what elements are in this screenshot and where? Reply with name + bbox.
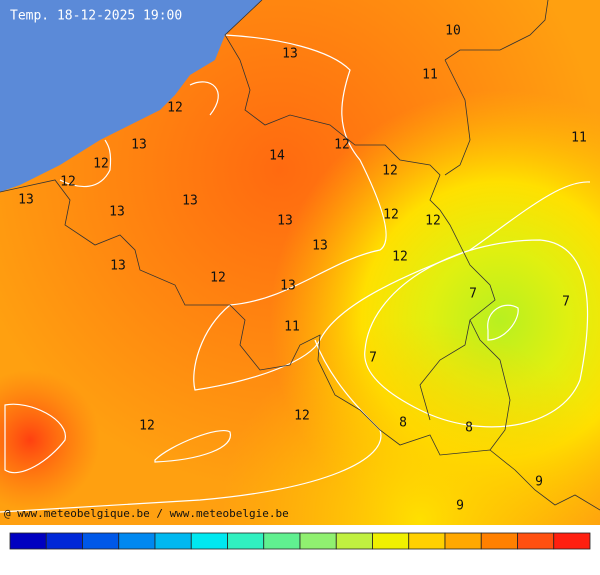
temperature-label: 11 xyxy=(284,320,300,335)
scale-swatch xyxy=(480,532,518,550)
borders xyxy=(0,0,600,511)
temperature-label: 7 xyxy=(369,351,377,366)
temperature-label: 14 xyxy=(269,149,285,164)
scale-swatch xyxy=(154,532,192,550)
scale-swatch xyxy=(444,532,482,550)
sea xyxy=(0,0,262,192)
temperature-label: 12 xyxy=(383,208,399,223)
temperature-label: 12 xyxy=(382,164,398,179)
temperature-label: 13 xyxy=(131,138,147,153)
temperature-label: 13 xyxy=(277,214,293,229)
temperature-label: 7 xyxy=(469,287,477,302)
scale-swatch xyxy=(299,532,337,550)
temperature-label: 12 xyxy=(167,101,183,116)
scale-swatch xyxy=(553,532,591,550)
scale-swatch xyxy=(118,532,156,550)
scale-swatch xyxy=(227,532,265,550)
temperature-label: 13 xyxy=(18,193,34,208)
scale-swatch xyxy=(517,532,555,550)
temperature-label: 13 xyxy=(312,239,328,254)
scale-swatch xyxy=(372,532,410,550)
scale-swatch xyxy=(82,532,120,550)
temperature-label: 13 xyxy=(280,279,296,294)
temperature-label: 10 xyxy=(445,24,461,39)
scale-swatch xyxy=(45,532,83,550)
temperature-label: 9 xyxy=(535,475,543,490)
color-scale xyxy=(9,532,591,550)
temperature-label: 11 xyxy=(571,131,587,146)
temperature-label: 7 xyxy=(562,295,570,310)
map-title: Temp. 18-12-2025 19:00 xyxy=(10,9,182,24)
scale-swatch xyxy=(263,532,301,550)
temperature-label: 8 xyxy=(399,416,407,431)
temperature-label: 13 xyxy=(182,194,198,209)
temperature-label: 13 xyxy=(110,259,126,274)
temperature-label: 12 xyxy=(210,271,226,286)
temperature-label: 12 xyxy=(93,157,109,172)
temperature-label: 9 xyxy=(456,499,464,514)
temperature-label: 12 xyxy=(139,419,155,434)
scale-swatch xyxy=(190,532,228,550)
scale-swatch xyxy=(9,532,47,550)
temperature-label: 12 xyxy=(425,214,441,229)
temperature-label: 13 xyxy=(109,205,125,220)
temperature-label: 12 xyxy=(334,138,350,153)
scale-swatch xyxy=(408,532,446,550)
temperature-label: 13 xyxy=(282,47,298,62)
isotherms xyxy=(0,34,591,513)
temperature-label: 8 xyxy=(465,421,473,436)
temperature-label: 12 xyxy=(294,409,310,424)
credit: @ www.meteobelgique.be / www.meteobelgie… xyxy=(4,507,289,520)
temperature-label: 12 xyxy=(60,175,76,190)
temperature-label: 12 xyxy=(392,250,408,265)
temperature-label: 11 xyxy=(422,68,438,83)
scale-swatch xyxy=(335,532,373,550)
